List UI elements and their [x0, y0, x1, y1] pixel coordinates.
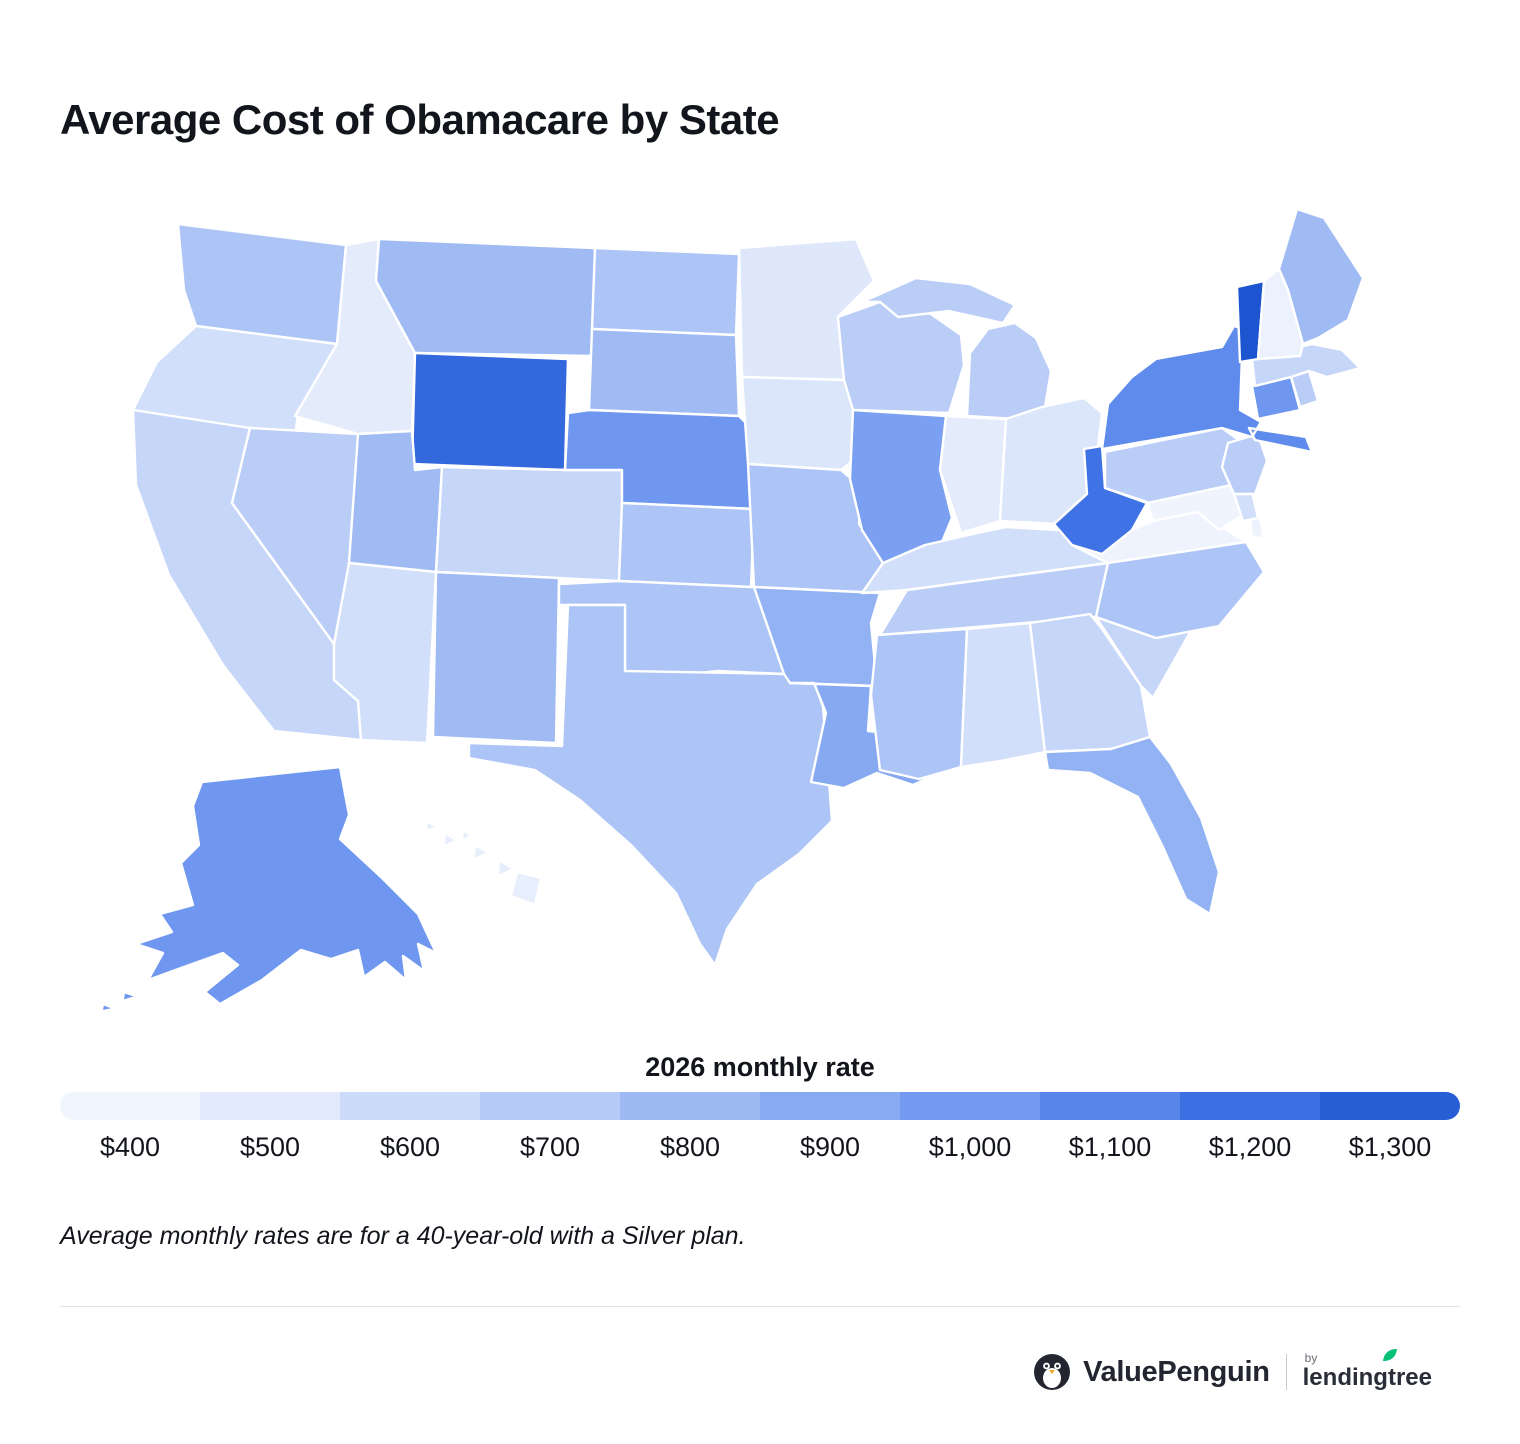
- legend-segment: [200, 1092, 340, 1120]
- state-new-jersey: [1220, 432, 1269, 496]
- legend-segment: [340, 1092, 480, 1120]
- state-alabama: [959, 621, 1047, 769]
- brand-logos: ValuePenguin by lendingtree: [1033, 1349, 1432, 1392]
- state-south-dakota: [587, 327, 741, 418]
- states-layer: [100, 207, 1365, 1013]
- valuepenguin-penguin-icon: [1034, 1354, 1071, 1390]
- lendingtree-leaf-icon: [1383, 1349, 1397, 1361]
- logo-divider: [1285, 1354, 1287, 1390]
- legend-tick-label: $800: [659, 1132, 721, 1162]
- state-hawaii: [424, 819, 543, 907]
- state-indiana: [938, 414, 1008, 535]
- footer-divider: [60, 1306, 1460, 1307]
- legend-segment: [480, 1092, 620, 1120]
- legend-bar: [60, 1092, 1460, 1120]
- state-wisconsin: [836, 300, 966, 415]
- state-florida: [1043, 735, 1221, 916]
- valuepenguin-wordmark: ValuePenguin: [1083, 1355, 1270, 1388]
- state-mississippi: [869, 627, 969, 781]
- state-alaska: [100, 765, 438, 1013]
- legend-ticks: $400 $500 $600 $700 $800 $900 $1,000 $1,100 $1,2…: [60, 1132, 1460, 1163]
- lendingtree-wordmark: lendingtree: [1302, 1364, 1432, 1391]
- us-choropleth-map: [40, 185, 1480, 1085]
- legend-title: 2026 monthly rate: [645, 1052, 875, 1082]
- legend-segment: [1320, 1092, 1460, 1120]
- legend-segment: [900, 1092, 1040, 1120]
- state-new-mexico: [431, 570, 561, 745]
- footnote: Average monthly rates are for a 40-year-…: [60, 1222, 746, 1250]
- state-north-dakota: [590, 246, 741, 337]
- legend-tick-label: $400: [99, 1132, 161, 1162]
- us-map-svg: [100, 207, 1365, 1013]
- legend-segment: [620, 1092, 760, 1120]
- state-maine: [1277, 207, 1365, 346]
- legend-segment: [1040, 1092, 1180, 1120]
- legend-tick-label: $700: [519, 1132, 581, 1162]
- legend-tick-label: $1,000: [928, 1132, 1012, 1162]
- legend-tick-label: $900: [799, 1132, 861, 1162]
- lendingtree-logo: by lendingtree: [1302, 1349, 1432, 1392]
- legend-tick-label: $600: [379, 1132, 441, 1162]
- legend-segment: [1180, 1092, 1320, 1120]
- state-iowa: [740, 375, 864, 472]
- state-montana: [374, 237, 597, 358]
- legend-segment: [760, 1092, 900, 1120]
- legend-segment: [60, 1092, 200, 1120]
- legend-tick-label: $500: [239, 1132, 301, 1162]
- state-colorado: [434, 465, 624, 583]
- legend-tick-label: $1,300: [1348, 1132, 1432, 1162]
- legend-tick-label: $1,200: [1208, 1132, 1292, 1162]
- legend-tick-label: $1,100: [1068, 1132, 1152, 1162]
- state-kansas: [617, 501, 756, 589]
- page-title: Average Cost of Obamacare by State: [60, 96, 780, 144]
- logo-by-label: by: [1304, 1351, 1318, 1365]
- state-wyoming: [410, 351, 570, 472]
